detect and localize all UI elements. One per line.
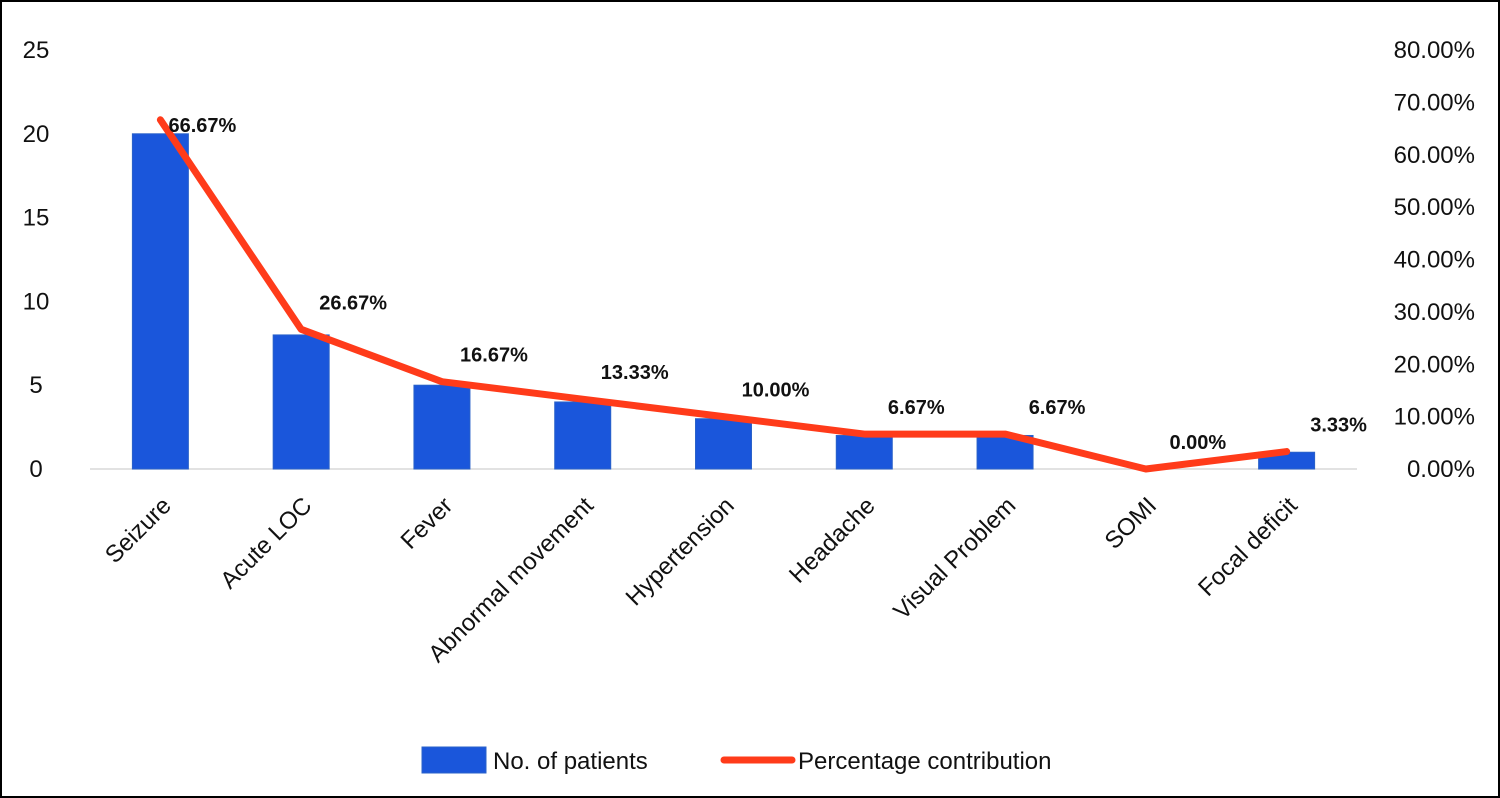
right-tick-label: 10.00% (1394, 404, 1475, 431)
bar-series (131, 133, 1316, 470)
category-label: SOMI (1100, 492, 1162, 554)
left-tick-label: 10 (23, 288, 50, 315)
left-tick-label: 0 (29, 456, 42, 483)
line-point (1004, 433, 1006, 435)
data-label: 0.00% (1169, 432, 1226, 454)
bar (413, 384, 471, 470)
left-tick-label: 15 (23, 205, 50, 232)
category-label: Headache (784, 492, 880, 588)
right-tick-label: 80.00% (1394, 37, 1475, 64)
data-label: 6.67% (1029, 397, 1086, 419)
right-tick-label: 20.00% (1394, 351, 1475, 378)
left-tick-label: 25 (23, 37, 50, 64)
legend-label-line: Percentage contribution (798, 748, 1052, 775)
category-label: Focal deficit (1193, 492, 1303, 602)
category-label: Fever (396, 492, 458, 554)
bar (272, 334, 330, 470)
line-point (863, 433, 865, 435)
legend: No. of patients Percentage contribution (421, 746, 1052, 775)
left-tick-label: 20 (23, 121, 50, 148)
bar (835, 434, 893, 470)
legend-swatch-bar (421, 746, 487, 774)
left-tick-label: 5 (29, 372, 42, 399)
bar (554, 401, 612, 470)
right-tick-label: 30.00% (1394, 299, 1475, 326)
line-point (159, 119, 161, 121)
right-axis: 0.00% 10.00% 20.00% 30.00% 40.00% 50.00% 60.00… (1394, 37, 1475, 483)
line-point (723, 416, 724, 418)
left-axis: 0 5 10 15 20 25 (23, 37, 50, 483)
right-tick-label: 50.00% (1394, 194, 1475, 221)
data-label: 66.67% (168, 115, 236, 137)
category-label: Acute LOC (215, 492, 317, 594)
line-point (441, 381, 443, 383)
data-label: 13.33% (601, 362, 669, 384)
data-label: 26.67% (319, 292, 387, 314)
data-label: 10.00% (742, 380, 810, 402)
right-tick-label: 60.00% (1394, 142, 1475, 169)
category-label: Hypertension (621, 492, 740, 611)
line-point (582, 398, 584, 400)
line-point (300, 328, 302, 330)
line-point (1145, 468, 1147, 470)
data-label: 6.67% (888, 397, 945, 419)
data-label: 16.67% (460, 345, 528, 367)
category-label: Seizure (100, 492, 177, 569)
right-tick-label: 40.00% (1394, 247, 1475, 274)
bar (131, 133, 189, 470)
line-series (156, 116, 1291, 473)
legend-label-bar: No. of patients (493, 748, 648, 775)
category-label: Visual Problem (888, 492, 1021, 625)
data-labels: 66.67% 26.67% 16.67% 13.33% 10.00% 6.67% 6.67%… (168, 115, 1367, 454)
bar (695, 418, 752, 470)
data-label: 3.33% (1310, 415, 1367, 437)
line-point (1286, 451, 1288, 453)
right-tick-label: 0.00% (1407, 456, 1475, 483)
right-tick-label: 70.00% (1394, 89, 1475, 116)
